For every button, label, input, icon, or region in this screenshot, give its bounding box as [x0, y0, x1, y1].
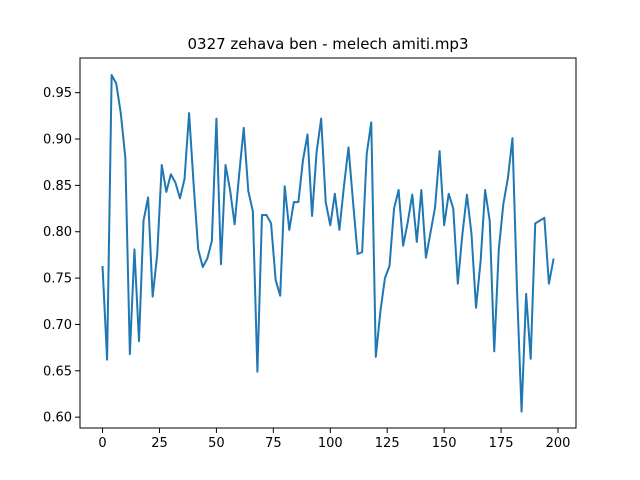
chart-title: 0327 zehava ben - melech amiti.mp3: [187, 35, 468, 53]
y-tick-label: 0.85: [43, 179, 72, 194]
x-tick-label: 50: [208, 436, 225, 451]
y-tick-label: 0.75: [43, 272, 72, 287]
x-tick-label: 25: [151, 436, 168, 451]
y-tick-label: 0.60: [43, 411, 72, 426]
x-tick-label: 0: [98, 436, 106, 451]
plot-frame: [79, 57, 577, 429]
y-axis: 0.60 0.65 0.70 0.75 0.80 0.85 0.90 0.95: [43, 86, 80, 426]
x-tick-label: 75: [265, 436, 282, 451]
x-axis: 0 25 50 75 100 125 150 175 200: [98, 428, 570, 451]
x-tick-label: 125: [375, 436, 400, 451]
y-tick-label: 0.65: [43, 364, 72, 379]
y-tick-label: 0.80: [43, 225, 72, 240]
y-tick-label: 0.90: [43, 133, 72, 148]
x-tick-label: 100: [318, 436, 343, 451]
x-tick-label: 175: [489, 436, 514, 451]
series-line: [101, 74, 555, 413]
y-tick-label: 0.70: [43, 318, 72, 333]
x-tick-label: 200: [546, 436, 571, 451]
y-tick-label: 0.95: [43, 86, 72, 101]
plot-series: [101, 74, 555, 413]
x-tick-label: 150: [432, 436, 457, 451]
